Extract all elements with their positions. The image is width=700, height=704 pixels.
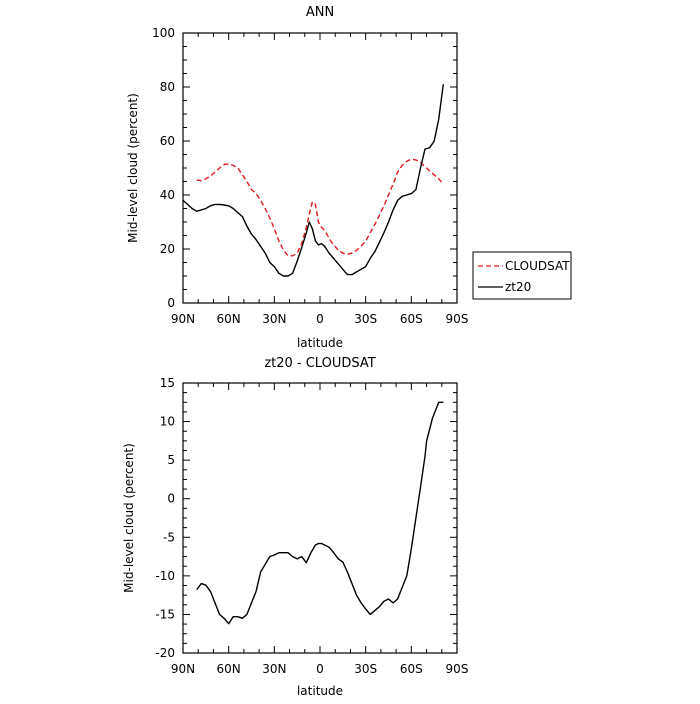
top-panel-y-axis-label: Mid-level cloud (percent) xyxy=(126,93,140,243)
bottom-panel-y-tick-label: -15 xyxy=(155,607,175,621)
bottom-panel-x-tick-label: 90N xyxy=(171,662,195,676)
bottom-panel-y-axis-label: Mid-level cloud (percent) xyxy=(122,443,136,593)
bottom-panel-x-tick-label: 60S xyxy=(400,662,423,676)
bottom-panel-y-tick-label: 0 xyxy=(167,492,175,506)
top-panel-x-tick-label: 0 xyxy=(316,312,324,326)
bottom-panel-x-tick-label: 30N xyxy=(262,662,286,676)
bottom-panel-title: zt20 - CLOUDSAT xyxy=(264,356,375,371)
top-panel-series-line-zt20 xyxy=(182,84,444,277)
bottom-panel: zt20 - CLOUDSAT latitude Mid-level cloud… xyxy=(122,356,468,698)
top-panel-series-line-cloudsat xyxy=(196,158,444,257)
bottom-panel-series-line-difference xyxy=(196,401,444,625)
legend-label-zt20: zt20 xyxy=(505,280,531,294)
bottom-panel-x-axis-label: latitude xyxy=(297,684,343,698)
bottom-panel-y-tick-label: 15 xyxy=(160,376,175,390)
bottom-panel-y-tick-label: -5 xyxy=(163,530,175,544)
top-panel-x-axis-label: latitude xyxy=(297,336,343,350)
bottom-panel-y-tick-label: -10 xyxy=(155,569,175,583)
top-panel-x-tick-label: 90N xyxy=(171,312,195,326)
top-panel-y-tick-label: 20 xyxy=(160,242,175,256)
top-panel-x-tick-label: 30N xyxy=(262,312,286,326)
bottom-panel-y-tick-label: 5 xyxy=(167,453,175,467)
top-panel-plot-frame xyxy=(182,32,458,304)
top-panel-y-tick-label: 60 xyxy=(160,134,175,148)
top-panel-x-tick-label: 30S xyxy=(354,312,377,326)
bottom-panel-x-tick-label: 0 xyxy=(316,662,324,676)
top-panel: ANN latitude Mid-level cloud (percent) 9… xyxy=(126,5,468,350)
bottom-panel-y-tick-label: 10 xyxy=(160,415,175,429)
top-panel-y-tick-label: 40 xyxy=(160,188,175,202)
bottom-panel-x-tick-label: 90S xyxy=(446,662,469,676)
bottom-panel-x-tick-label: 30S xyxy=(354,662,377,676)
top-panel-y-tick-label: 100 xyxy=(152,26,175,40)
top-panel-y-tick-label: 80 xyxy=(160,80,175,94)
top-panel-y-tick-label: 0 xyxy=(167,296,175,310)
top-panel-title: ANN xyxy=(306,5,334,20)
legend: CLOUDSAT zt20 xyxy=(472,251,572,300)
top-panel-x-tick-label: 60S xyxy=(400,312,423,326)
bottom-panel-y-tick-label: -20 xyxy=(155,646,175,660)
legend-label-cloudsat: CLOUDSAT xyxy=(505,259,570,273)
top-panel-x-tick-label: 90S xyxy=(446,312,469,326)
top-panel-x-tick-label: 60N xyxy=(217,312,241,326)
legend-box xyxy=(472,251,572,300)
bottom-panel-x-tick-label: 60N xyxy=(217,662,241,676)
